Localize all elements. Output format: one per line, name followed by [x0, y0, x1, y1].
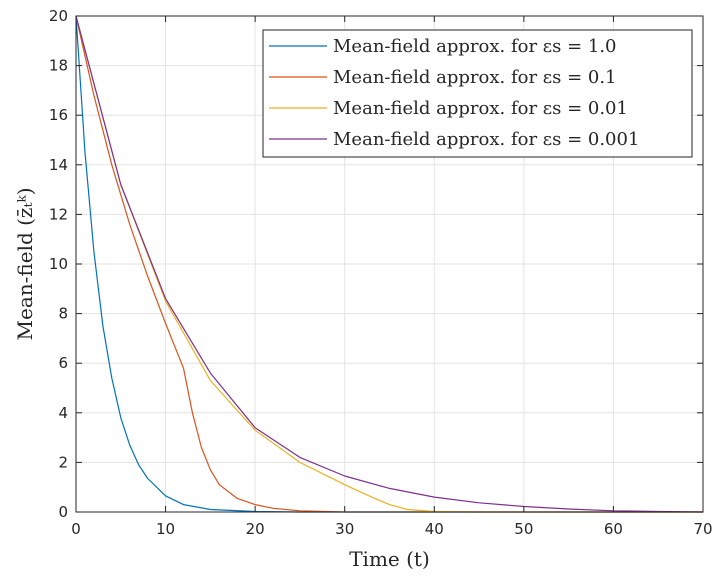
y-axis-label: Mean-field (z̄ₜᵏ): [13, 188, 37, 341]
x-tick-labels: 0 10 20 30 40 50 60 70: [71, 16, 713, 538]
legend-items: Mean-field approx. for εs = 1.0 Mean-fiel…: [269, 36, 639, 150]
legend: Mean-field approx. for εs = 1.0 Mean-fiel…: [262, 29, 693, 158]
legend-label-0: Mean-field approx. for εs = 1.0: [333, 36, 617, 57]
x-tick-label: 20: [246, 520, 265, 538]
x-tick-label: 70: [693, 520, 712, 538]
x-tick-label: 30: [335, 520, 354, 538]
y-tick-label: 18: [49, 57, 68, 75]
y-tick-label: 20: [49, 7, 68, 25]
y-tick-labels: 0 2 4 6 8 10 12 14 16 18 20: [49, 7, 703, 521]
legend-label-2: Mean-field approx. for εs = 0.01: [333, 98, 628, 119]
x-tick-label: 0: [71, 520, 81, 538]
legend-label-3: Mean-field approx. for εs = 0.001: [333, 129, 639, 150]
x-tick-label: 10: [156, 520, 175, 538]
y-tick-label: 4: [58, 404, 68, 422]
x-tick-label: 60: [604, 520, 623, 538]
series-line-3: [75, 15, 704, 513]
y-tick-label: 2: [58, 453, 68, 471]
legend-box: [262, 29, 693, 158]
y-tick-label: 14: [49, 156, 68, 174]
legend-label-1: Mean-field approx. for εs = 0.1: [333, 67, 617, 88]
x-tick-label: 50: [514, 520, 533, 538]
y-tick-label: 8: [58, 305, 68, 323]
y-tick-label: 6: [58, 354, 68, 372]
series-line-1: [75, 15, 703, 513]
y-tick-label: 16: [49, 106, 68, 124]
y-tick-label: 12: [49, 205, 68, 223]
x-tick-label: 40: [425, 520, 444, 538]
y-tick-label: 0: [58, 503, 68, 521]
x-axis-label: Time (t): [349, 547, 430, 571]
y-tick-label: 10: [49, 255, 68, 273]
